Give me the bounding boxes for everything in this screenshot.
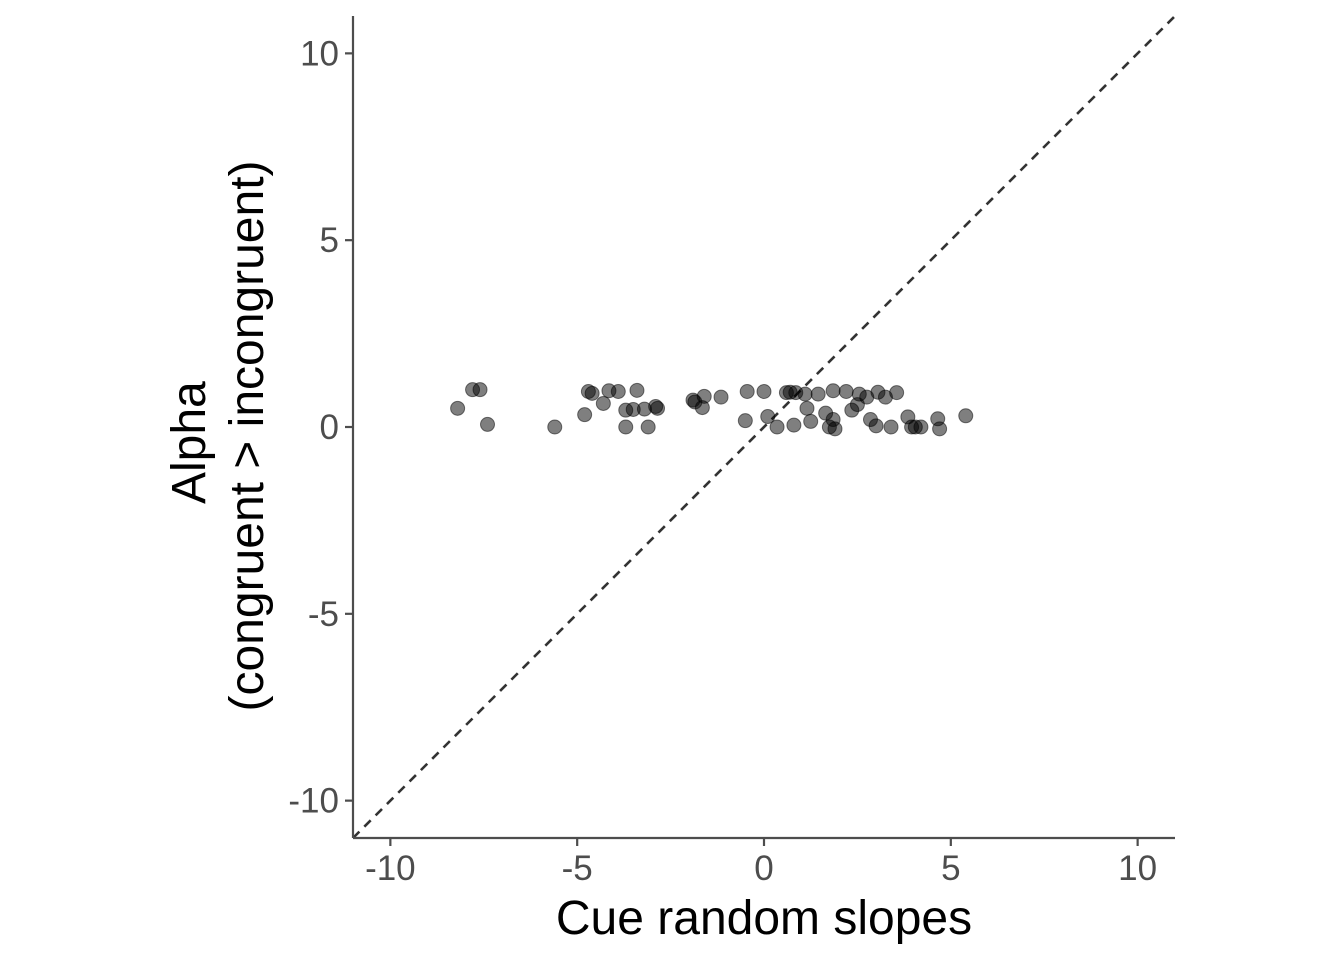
data-point [472,382,488,398]
data-point [803,413,819,429]
reference-line-layer [352,15,1176,839]
x-axis-title: Cue random slopes [556,892,972,945]
data-point [769,419,785,435]
ticks-layer: -10 -5 0 5 10 -10 -5 0 5 10 [288,34,1157,888]
identity-reference-line [352,15,1176,839]
data-point [618,419,634,435]
data-point [889,385,905,401]
x-tick-label: 0 [754,849,773,888]
data-points-layer [450,382,974,437]
data-point [958,408,974,424]
data-point [825,383,841,399]
data-point [650,400,666,416]
y-tick-label: 5 [320,221,339,260]
data-point [932,421,948,437]
data-point [547,419,563,435]
data-point [450,400,466,416]
data-point [640,419,656,435]
y-tick-label: -5 [308,595,339,634]
data-point [786,417,802,433]
data-point [799,400,815,416]
data-point [713,389,729,405]
data-point [739,384,755,400]
data-point [810,386,826,402]
y-axis-title-line-2: (congruent > incongruent) [221,160,274,711]
data-point [584,385,600,401]
y-tick-label: -10 [288,782,339,821]
data-point [610,384,626,400]
data-point [838,384,854,400]
x-tick-label: 10 [1118,849,1157,888]
x-tick-label: -10 [365,849,416,888]
data-point [756,384,772,400]
y-axis-title: Alpha (congruent > incongruent) [163,160,274,711]
y-tick-label: 10 [300,34,339,73]
y-axis-title-line-1: Alpha [163,381,216,504]
data-point [577,407,593,423]
data-point [737,413,753,429]
data-point [868,418,884,434]
data-point [696,388,712,404]
data-point [797,386,813,402]
data-point [595,395,611,411]
data-point [629,382,645,398]
data-point [883,419,899,435]
data-point [760,409,776,425]
data-point [913,419,929,435]
x-tick-label: -5 [562,849,593,888]
data-point [480,416,496,432]
data-point [827,421,843,437]
y-tick-label: 0 [320,408,339,447]
x-tick-label: 5 [941,849,960,888]
